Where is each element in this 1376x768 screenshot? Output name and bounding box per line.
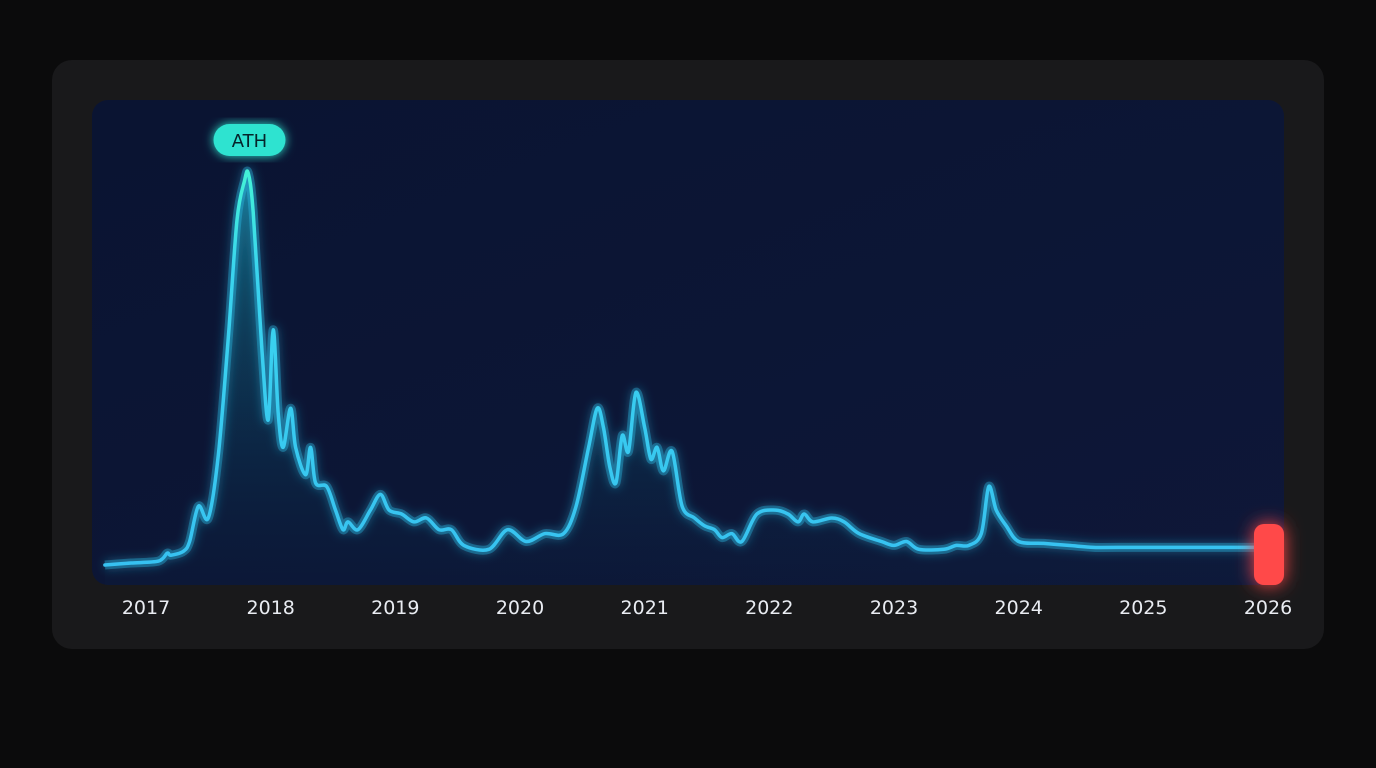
current-price-marker xyxy=(1254,524,1284,585)
x-tick-label-2021: 2021 xyxy=(621,597,669,619)
x-tick-label-2017: 2017 xyxy=(122,597,170,619)
ath-badge: ATH xyxy=(213,124,286,156)
price-area-fill xyxy=(104,171,1268,585)
ath-label: ATH xyxy=(232,131,267,152)
x-tick-label-2022: 2022 xyxy=(745,597,793,619)
x-tick-label-2026: 2026 xyxy=(1244,597,1292,619)
x-tick-label-2024: 2024 xyxy=(995,597,1043,619)
plot-area xyxy=(92,100,1284,585)
x-tick-label-2025: 2025 xyxy=(1119,597,1167,619)
x-tick-label-2023: 2023 xyxy=(870,597,918,619)
x-tick-label-2018: 2018 xyxy=(247,597,295,619)
x-tick-label-2020: 2020 xyxy=(496,597,544,619)
price-line xyxy=(103,169,1270,567)
x-tick-label-2019: 2019 xyxy=(371,597,419,619)
